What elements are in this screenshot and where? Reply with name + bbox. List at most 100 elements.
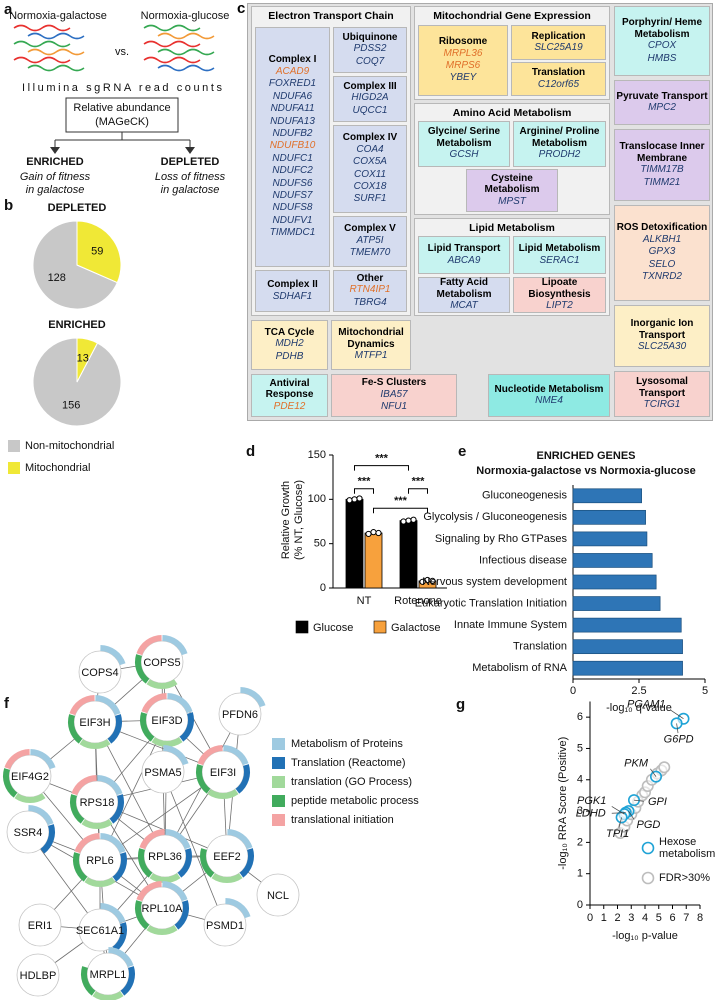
category-box: Translocase Inner Membrane TIMM17B TIMM21 (614, 129, 710, 201)
gene-name: COX18 (353, 180, 387, 192)
node-label: RPL36 (148, 851, 182, 863)
x-axis-label: -log₁₀ q-value (606, 702, 672, 714)
category-title: Translation (531, 67, 586, 79)
legend-label-line: metabolism (659, 848, 715, 860)
node-ring-segment (70, 794, 85, 824)
node-ring-segment (95, 695, 121, 716)
y-axis-label: Relative Growth (280, 481, 292, 559)
node-label: SSR4 (14, 827, 43, 839)
gene-name: NDUFB10 (269, 140, 316, 152)
node-ring-segment (71, 775, 97, 796)
panel-label: b (4, 197, 13, 214)
bar (572, 531, 648, 547)
gene-name: CPOX (647, 40, 677, 52)
category-title: Complex I (268, 54, 317, 66)
x-tick-label: Rotenone (394, 595, 442, 607)
x-tick-label: NT (357, 595, 372, 607)
gene-name: GCSH (449, 149, 479, 161)
gene-name: ALKBH1 (642, 233, 682, 245)
category-box: Complex I ACAD9 FOXRED1 NDUFA6 NDUFA11 NDUFA1… (255, 27, 330, 267)
category-box: Replication SLC25A19 (511, 25, 606, 60)
legend-label: Mitochondrial (25, 462, 90, 474)
gene-name: MDH2 (275, 338, 304, 350)
sgrna-read (143, 24, 201, 32)
gene-name: TBRG4 (353, 296, 387, 308)
condition: Normoxia-galactose (9, 10, 107, 22)
bar (572, 553, 653, 568)
significance-label: *** (412, 476, 426, 488)
category-box: Antiviral Response PDE12 (251, 374, 328, 417)
gene-name: GPX3 (648, 246, 676, 258)
node-ring-segment (84, 877, 116, 887)
node-ring-segment (211, 873, 243, 883)
node-label: EIF3D (151, 715, 182, 727)
node-ring-segment (92, 991, 124, 1000)
category-box: Ribosome MRPL36 MRPS6 YBEY (418, 25, 508, 96)
category-title: Lysosomal Transport (636, 376, 688, 399)
slice-label: 59 (91, 246, 103, 258)
vs-label: vs. (115, 46, 129, 58)
category-title: Other (356, 272, 384, 284)
node-ring-segment (14, 793, 46, 803)
node-ring-segment (223, 745, 249, 766)
category-box: Complex III HIGD2A UQCC1 (333, 76, 407, 122)
network-node (18, 903, 62, 947)
node-ring-segment (138, 848, 153, 878)
node-label: PFDN6 (222, 709, 258, 721)
legend-swatch (373, 620, 387, 634)
node-ring-segment (179, 712, 194, 742)
legend-swatch (295, 620, 309, 634)
node-ring-segment (3, 768, 18, 798)
outcome-title: ENRICHED (26, 156, 84, 168)
gene-name: NFU1 (380, 401, 408, 413)
bar (572, 660, 683, 676)
category-box: Ubiquinone PDSS2 COQ7 (333, 27, 407, 73)
legend-marker (641, 841, 655, 855)
condition: Normoxia-glucose (141, 10, 230, 22)
x-tick-label: 5 (702, 685, 708, 697)
label-leader (628, 810, 635, 820)
node-ring-segment (135, 654, 150, 684)
gene-name: TIMMDC1 (269, 227, 316, 239)
gene-name: ATP5I (356, 234, 384, 246)
significance-label: *** (375, 453, 389, 465)
node-ring-segment (140, 712, 155, 742)
label-leader (670, 710, 684, 720)
gene-name: NME4 (535, 395, 563, 407)
node-ring-segment (73, 852, 88, 882)
category-title: Replication (531, 30, 586, 42)
point-label: PKM (624, 758, 649, 770)
node-ring-segment (235, 764, 250, 794)
category-box: Fe-S Clusters IBA57 NFU1 (331, 374, 457, 417)
point-label: PGK1 (577, 795, 606, 807)
node-label: HDLBP (20, 970, 57, 982)
node-ring-segment (136, 881, 162, 902)
category-box: Complex II SDHAF1 (255, 270, 330, 312)
x-tick-label: 0 (570, 685, 576, 697)
node-ring-segment (100, 903, 126, 924)
category-title: Cysteine Metabolism (484, 172, 540, 196)
point-label: GPI (648, 796, 667, 808)
outcome-text: Loss of fitness (155, 171, 226, 183)
network-edge (162, 771, 226, 926)
gene-name: COX11 (353, 168, 387, 180)
sgrna-read (13, 40, 71, 48)
sgrna-read (27, 64, 85, 72)
gene-name: HIGD2A (351, 92, 389, 104)
category-box: Complex V ATP5I TMEM70 (333, 216, 407, 267)
x-tick-label: 4 (642, 912, 648, 924)
network-node (78, 908, 122, 952)
sgrna-read (27, 48, 85, 56)
node-ring-segment (81, 966, 96, 996)
node-ring-segment (240, 687, 266, 708)
gene-name: NDUFB2 (272, 127, 313, 139)
gene-name: ABCA9 (447, 254, 481, 266)
panel-label: f (4, 695, 10, 712)
gene-name: COX5A (353, 156, 387, 168)
gene-name: IBA57 (380, 388, 408, 400)
node-label: EEF2 (213, 851, 241, 863)
network-node (203, 903, 247, 947)
gene-name: COA4 (356, 143, 384, 155)
